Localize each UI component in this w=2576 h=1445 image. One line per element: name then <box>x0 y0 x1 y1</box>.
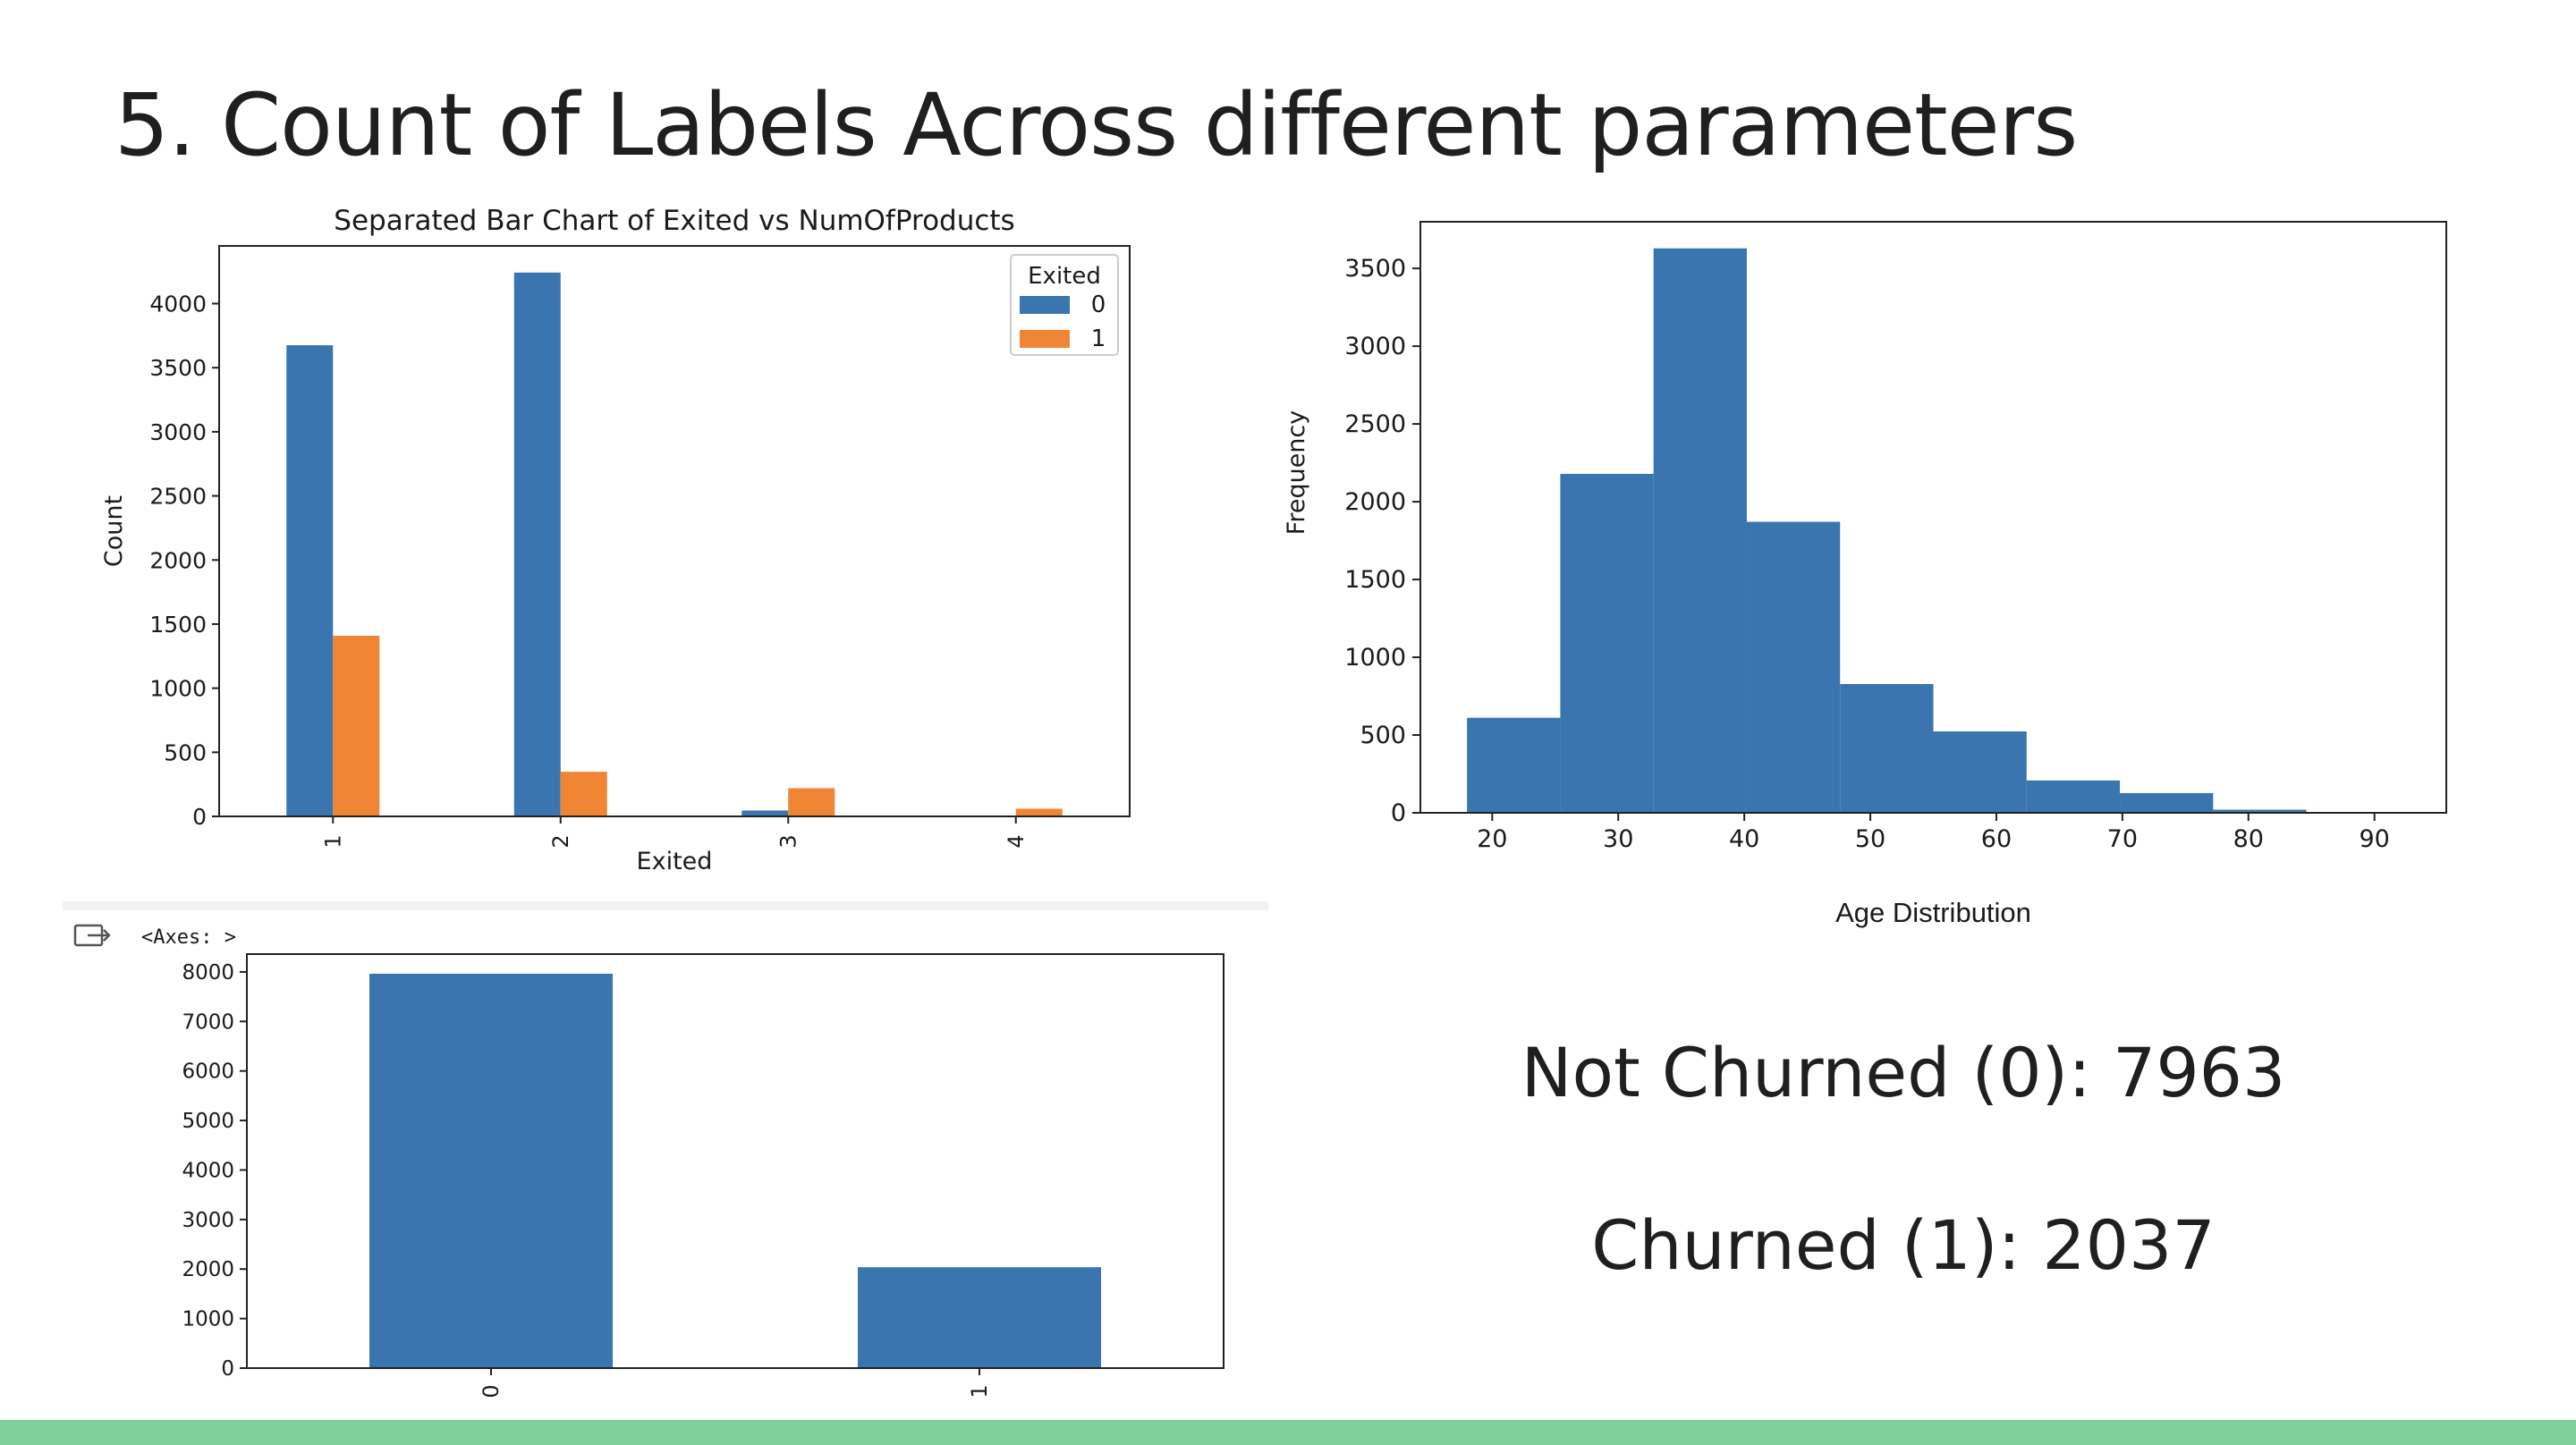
bar-series-0-cat-1 <box>286 345 334 816</box>
y-tick-label: 2000 <box>1344 488 1406 516</box>
y-tick-label: 3500 <box>1344 255 1406 283</box>
output-arrow-icon <box>73 924 111 947</box>
y-tick-label: 7000 <box>182 1010 234 1034</box>
x-tick-label: 40 <box>1729 825 1759 853</box>
histogram-bar <box>2120 792 2214 813</box>
x-tick-label: 1 <box>967 1384 992 1398</box>
y-tick-label: 0 <box>1391 799 1406 827</box>
bar-series-1-cat-4 <box>1015 808 1063 816</box>
exited-count-bar-chart: <Axes: > 0 1 0 1000 2000 3000 4000 5000 6000 7000 8… <box>73 924 1224 1399</box>
y-tick-label: 3000 <box>1344 333 1406 360</box>
bar-series-1-cat-1 <box>333 635 380 816</box>
y-axis-label: Frequency <box>1283 410 1310 536</box>
y-tick-label: 5000 <box>182 1110 234 1133</box>
age-histogram: 0 500 1000 1500 2000 2500 3000 3500 20 30 40 50 60 70… <box>1283 221 2447 928</box>
x-tick-label: 90 <box>2360 825 2390 853</box>
bar-series-0-cat-2 <box>513 272 561 816</box>
bar-series-0-cat-3 <box>741 810 789 816</box>
x-tick-label: 70 <box>2107 825 2138 853</box>
notebook-output-separator <box>63 901 1268 910</box>
y-tick-label: 2500 <box>149 484 207 510</box>
y-tick-label: 0 <box>192 804 207 830</box>
bar-cat-0 <box>369 973 613 1368</box>
x-axis-label: Exited <box>637 848 713 875</box>
x-tick-label: 60 <box>1981 825 2012 853</box>
y-tick-label: 3000 <box>149 419 207 445</box>
x-axis-label: Age Distribution <box>1835 897 2031 928</box>
legend-swatch-0 <box>1020 296 1070 314</box>
histogram-bar <box>2213 809 2307 813</box>
y-tick-label: 1000 <box>1344 644 1406 672</box>
y-tick-label: 4000 <box>182 1159 234 1182</box>
chart-title: Separated Bar Chart of Exited vs NumOfPr… <box>334 205 1014 237</box>
footer-accent-bar <box>0 1420 2576 1445</box>
slide-title: 5. Count of Labels Across different para… <box>114 75 2078 175</box>
histogram-bar <box>2026 780 2121 813</box>
y-tick-label: 6000 <box>182 1061 234 1084</box>
x-tick-label: 20 <box>1477 825 1507 853</box>
x-tick-label: 3 <box>775 834 801 848</box>
y-tick-label: 2000 <box>182 1258 234 1281</box>
legend-title: Exited <box>1028 263 1101 290</box>
bar-cat-1 <box>858 1267 1101 1368</box>
y-tick-label: 3500 <box>149 355 207 381</box>
y-tick-label: 4000 <box>149 292 207 317</box>
histogram-bar <box>1653 248 1747 813</box>
y-tick-label: 8000 <box>182 961 234 984</box>
histogram-bar <box>1933 731 2027 813</box>
not-churned-count: Not Churned (0): 7963 <box>1521 1033 2286 1112</box>
y-tick-label: 1500 <box>149 612 207 638</box>
x-tick-label: 1 <box>320 834 345 848</box>
histogram-bar <box>1467 717 1561 813</box>
y-tick-label: 500 <box>164 739 207 765</box>
y-tick-label: 1000 <box>182 1308 234 1331</box>
plot-frame <box>218 245 1131 817</box>
y-tick-label: 1000 <box>149 676 207 702</box>
x-tick-label: 4 <box>1004 834 1029 848</box>
legend-swatch-1 <box>1020 330 1070 348</box>
x-tick-label: 50 <box>1855 825 1885 853</box>
y-axis-label: Count <box>100 495 128 567</box>
y-tick-label: 1500 <box>1344 566 1406 594</box>
legend-label-0: 0 <box>1091 292 1106 318</box>
bar-series-1-cat-3 <box>788 788 835 816</box>
x-tick-label: 0 <box>479 1384 504 1398</box>
axes-output-text: <Axes: > <box>141 926 236 949</box>
y-tick-label: 2000 <box>149 547 207 573</box>
plot-frame <box>246 953 1224 1369</box>
histogram-bar <box>1840 683 1934 813</box>
histogram-bar <box>1560 473 1654 813</box>
churned-count: Churned (1): 2037 <box>1591 1205 2216 1285</box>
plot-frame <box>1419 221 2447 814</box>
bar-series-1-cat-2 <box>560 772 607 816</box>
legend-label-1: 1 <box>1091 325 1106 352</box>
products-bar-chart: Separated Bar Chart of Exited vs NumOfPr… <box>100 205 1131 875</box>
y-tick-label: 0 <box>221 1357 234 1381</box>
x-tick-label: 80 <box>2233 825 2264 853</box>
x-tick-label: 2 <box>548 834 573 848</box>
histogram-bar <box>1746 521 1841 813</box>
y-tick-label: 3000 <box>182 1209 234 1232</box>
x-tick-label: 30 <box>1603 825 1633 853</box>
y-tick-label: 2500 <box>1344 410 1406 438</box>
y-tick-label: 500 <box>1360 722 1406 749</box>
output-icon-arrow <box>88 929 111 942</box>
